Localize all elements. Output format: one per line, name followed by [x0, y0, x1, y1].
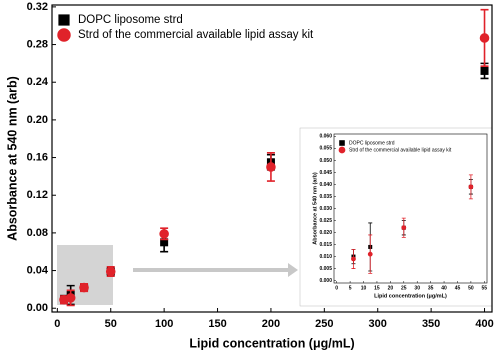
y-tick-label: 0.050 [319, 158, 332, 164]
y-axis-label: Absorbance at 540 nm (arb) [312, 172, 318, 245]
point [160, 238, 169, 247]
y-tick-label: 0.32 [27, 1, 48, 13]
x-tick-label: 55 [482, 285, 488, 291]
point [401, 225, 407, 231]
y-tick-label: 0.08 [27, 227, 48, 239]
y-tick-label: 0.010 [319, 254, 332, 260]
legend-label: DOPC liposome strd [78, 14, 183, 26]
x-tick-label: 250 [315, 318, 333, 330]
x-tick-label: 35 [428, 285, 434, 291]
y-axis-label: Absorbance at 540 nm (arb) [5, 76, 19, 241]
point [479, 33, 490, 43]
y-tick-label: 0.04 [27, 264, 49, 276]
y-tick-label: 0.005 [319, 266, 332, 272]
x-tick-label: 0 [335, 285, 338, 291]
legend-marker [339, 140, 345, 146]
x-tick-label: 50 [468, 285, 474, 291]
x-tick-label: 30 [414, 285, 420, 291]
plot-frame [51, 4, 493, 313]
y-tick-label: 0.00 [27, 302, 48, 314]
y-tick-label: 0.035 [319, 194, 332, 200]
y-tick-label: 0.24 [27, 76, 49, 88]
x-axis-label: Lipid concentration (μg/mL) [374, 293, 447, 299]
x-tick-label: 150 [208, 318, 226, 330]
legend-label: Strd of the commercial available lipid a… [78, 29, 314, 41]
x-tick-label: 50 [105, 318, 117, 330]
y-tick-label: 0.045 [319, 170, 332, 176]
point [159, 229, 169, 239]
legend-marker [57, 28, 71, 42]
x-tick-label: 400 [475, 318, 493, 330]
inset-frame [299, 127, 493, 307]
point [266, 162, 276, 172]
point [468, 184, 474, 190]
y-tick-label: 0.12 [27, 189, 48, 201]
x-tick-label: 5 [349, 285, 352, 291]
zoom-arrow [133, 263, 298, 277]
y-tick-label: 0.040 [319, 182, 332, 188]
y-tick-label: 0.060 [319, 134, 332, 140]
y-tick-label: 0.000 [319, 278, 332, 284]
point [79, 282, 89, 293]
y-tick-label: 0.015 [319, 242, 332, 248]
point [105, 266, 116, 277]
x-tick-label: 100 [155, 318, 173, 330]
x-axis-label: Lipid concentration (μg/mL) [189, 336, 354, 350]
point [351, 256, 356, 262]
point [480, 66, 489, 75]
point [367, 251, 373, 257]
y-tick-label: 0.28 [27, 38, 48, 50]
x-tick-label: 20 [388, 285, 394, 291]
y-tick-label: 0.055 [319, 146, 332, 152]
x-tick-label: 10 [361, 285, 367, 291]
point [65, 293, 76, 303]
y-tick-label: 0.020 [319, 230, 332, 236]
x-tick-label: 15 [374, 285, 380, 291]
y-tick-label: 0.025 [319, 218, 332, 224]
y-tick-label: 0.20 [27, 114, 48, 126]
legend-label: DOPC liposome strd [349, 140, 395, 146]
x-tick-label: 45 [455, 285, 461, 291]
y-tick-label: 0.16 [27, 151, 48, 163]
y-tick-label: 0.030 [319, 206, 332, 212]
x-tick-label: 40 [441, 285, 447, 291]
legend-marker [58, 14, 70, 26]
x-tick-label: 25 [401, 285, 407, 291]
x-tick-label: 350 [422, 318, 440, 330]
x-tick-label: 300 [369, 318, 387, 330]
x-tick-label: 200 [262, 318, 280, 330]
legend-label: Strd of the commercial available lipid a… [349, 147, 452, 153]
legend-marker [338, 146, 346, 154]
x-tick-label: 0 [54, 318, 60, 330]
